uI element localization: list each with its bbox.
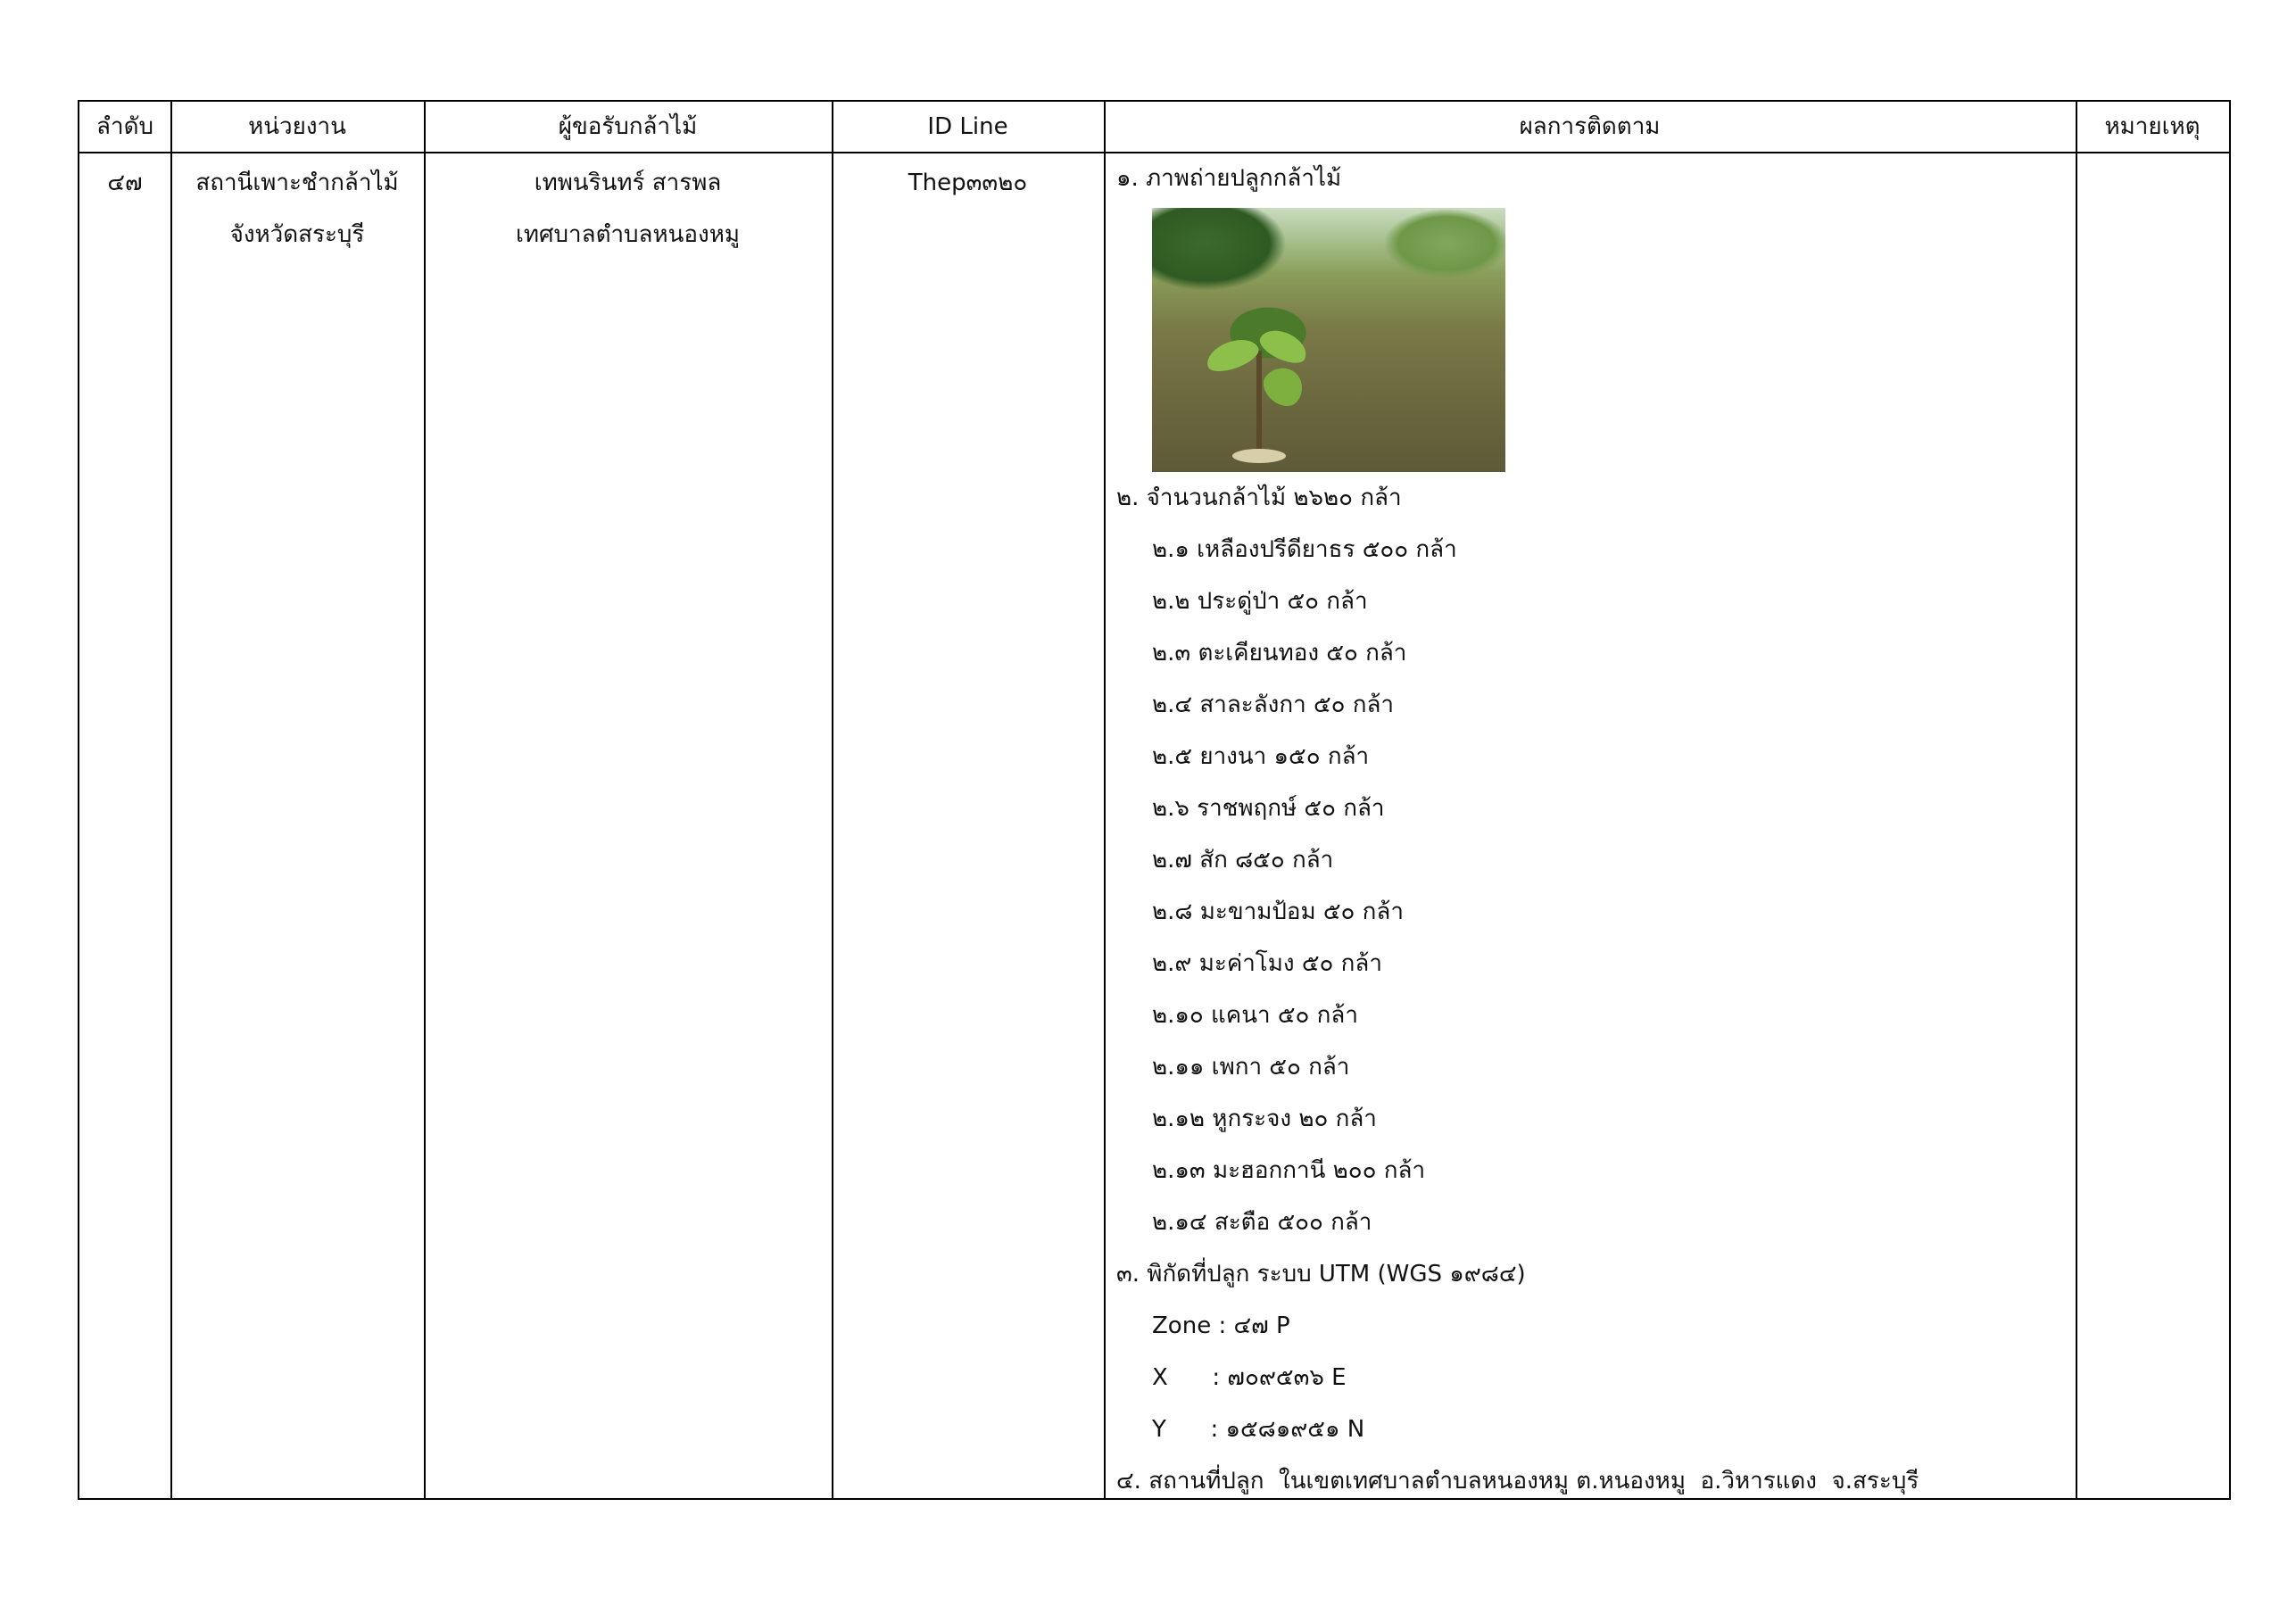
- utm-zone: Zone : ๔๗ P: [1152, 1312, 1290, 1339]
- header-divider: [79, 152, 2229, 153]
- seedling-item: ๒.๑๓ มะฮอกกานี ๒๐๐ กล้า: [1152, 1157, 1426, 1184]
- count-heading: ๒. จำนวนกล้าไม้ ๒๖๒๐ กล้า: [1116, 484, 1402, 511]
- header-results: ผลการติดตาม: [1519, 113, 1661, 140]
- header-number: ลำดับ: [96, 113, 153, 140]
- column-divider: [832, 102, 833, 1498]
- soil-patch: [1232, 449, 1286, 463]
- seedling-item: ๒.๓ ตะเคียนทอง ๕๐ กล้า: [1152, 640, 1407, 667]
- recipient-line: เทพนรินทร์ สารพล: [534, 170, 722, 196]
- agency-line: จังหวัดสระบุรี: [229, 221, 365, 248]
- tracking-table: ลำดับ หน่วยงาน ผู้ขอรับกล้าไม้ ID Line ผ…: [78, 100, 2231, 1500]
- seedling-item: ๒.๑๑ เพกา ๕๐ กล้า: [1152, 1054, 1350, 1081]
- header-agency: หน่วยงาน: [248, 113, 346, 140]
- agency-line: สถานีเพาะชำกล้าไม้: [195, 170, 399, 196]
- results-cell: ๑. ภาพถ่ายปลูกกล้าไม้ ๒. จำนวนกล้าไม้ ๒๖…: [1116, 153, 1919, 1507]
- seedling-item: ๒.๑๔ สะตือ ๕๐๐ กล้า: [1152, 1209, 1372, 1236]
- seedling-item: ๒.๖ ราชพฤกษ์ ๕๐ กล้า: [1152, 795, 1385, 822]
- seedling-item: ๒.๘ มะขามป้อม ๕๐ กล้า: [1152, 898, 1404, 925]
- column-divider: [2076, 102, 2077, 1498]
- column-divider: [170, 102, 172, 1498]
- seedling-item: ๒.๗ สัก ๘๕๐ กล้า: [1152, 847, 1334, 874]
- seedling-item: ๒.๙ มะค่าโมง ๕๐ กล้า: [1152, 950, 1382, 977]
- agency-cell: สถานีเพาะชำกล้าไม้ จังหวัดสระบุรี: [170, 157, 424, 261]
- recipient-cell: เทพนรินทร์ สารพล เทศบาลตำบลหนองหมู: [424, 157, 832, 261]
- id-line-cell: Thep๓๓๒๐: [908, 170, 1028, 196]
- utm-x: X : ๗๐๙๕๓๖ E: [1152, 1364, 1347, 1391]
- planting-location: ๔. สถานที่ปลูก ในเขตเทศบาลตำบลหนองหมู ต.…: [1116, 1468, 1919, 1495]
- header-remarks: หมายเหตุ: [2104, 113, 2201, 140]
- seedling-item: ๒.๑๒ หูกระจง ๒๐ กล้า: [1152, 1105, 1377, 1132]
- recipient-line: เทศบาลตำบลหนองหมู: [516, 221, 740, 248]
- photo-heading: ๑. ภาพถ่ายปลูกกล้าไม้: [1116, 165, 1342, 192]
- row-number: ๔๗: [107, 170, 143, 196]
- column-divider: [1104, 102, 1106, 1498]
- header-id-line: ID Line: [927, 113, 1008, 140]
- coord-heading: ๓. พิกัดที่ปลูก ระบบ UTM (WGS ๑๙๘๔): [1116, 1261, 1526, 1288]
- seedling-item: ๒.๒ ประดู่ป่า ๕๐ กล้า: [1152, 588, 1368, 615]
- column-divider: [424, 102, 426, 1498]
- seedling-leaf: [1256, 323, 1312, 369]
- seedling-item: ๒.๑๐ แคนา ๕๐ กล้า: [1152, 1002, 1358, 1029]
- header-recipient: ผู้ขอรับกล้าไม้: [558, 113, 698, 140]
- seedling-leaf: [1202, 333, 1263, 377]
- utm-y: Y : ๑๕๘๑๙๕๑ N: [1152, 1416, 1365, 1443]
- seedling-item: ๒.๔ สาละลังกา ๕๐ กล้า: [1152, 691, 1395, 718]
- seedling-stem: [1256, 351, 1262, 449]
- seedling-leaf: [1256, 360, 1311, 413]
- seedling-item: ๒.๕ ยางนา ๑๕๐ กล้า: [1152, 743, 1370, 770]
- planting-photo: [1152, 208, 1505, 472]
- seedling-item: ๒.๑ เหลืองปรีดียาธร ๕๐๐ กล้า: [1152, 536, 1457, 563]
